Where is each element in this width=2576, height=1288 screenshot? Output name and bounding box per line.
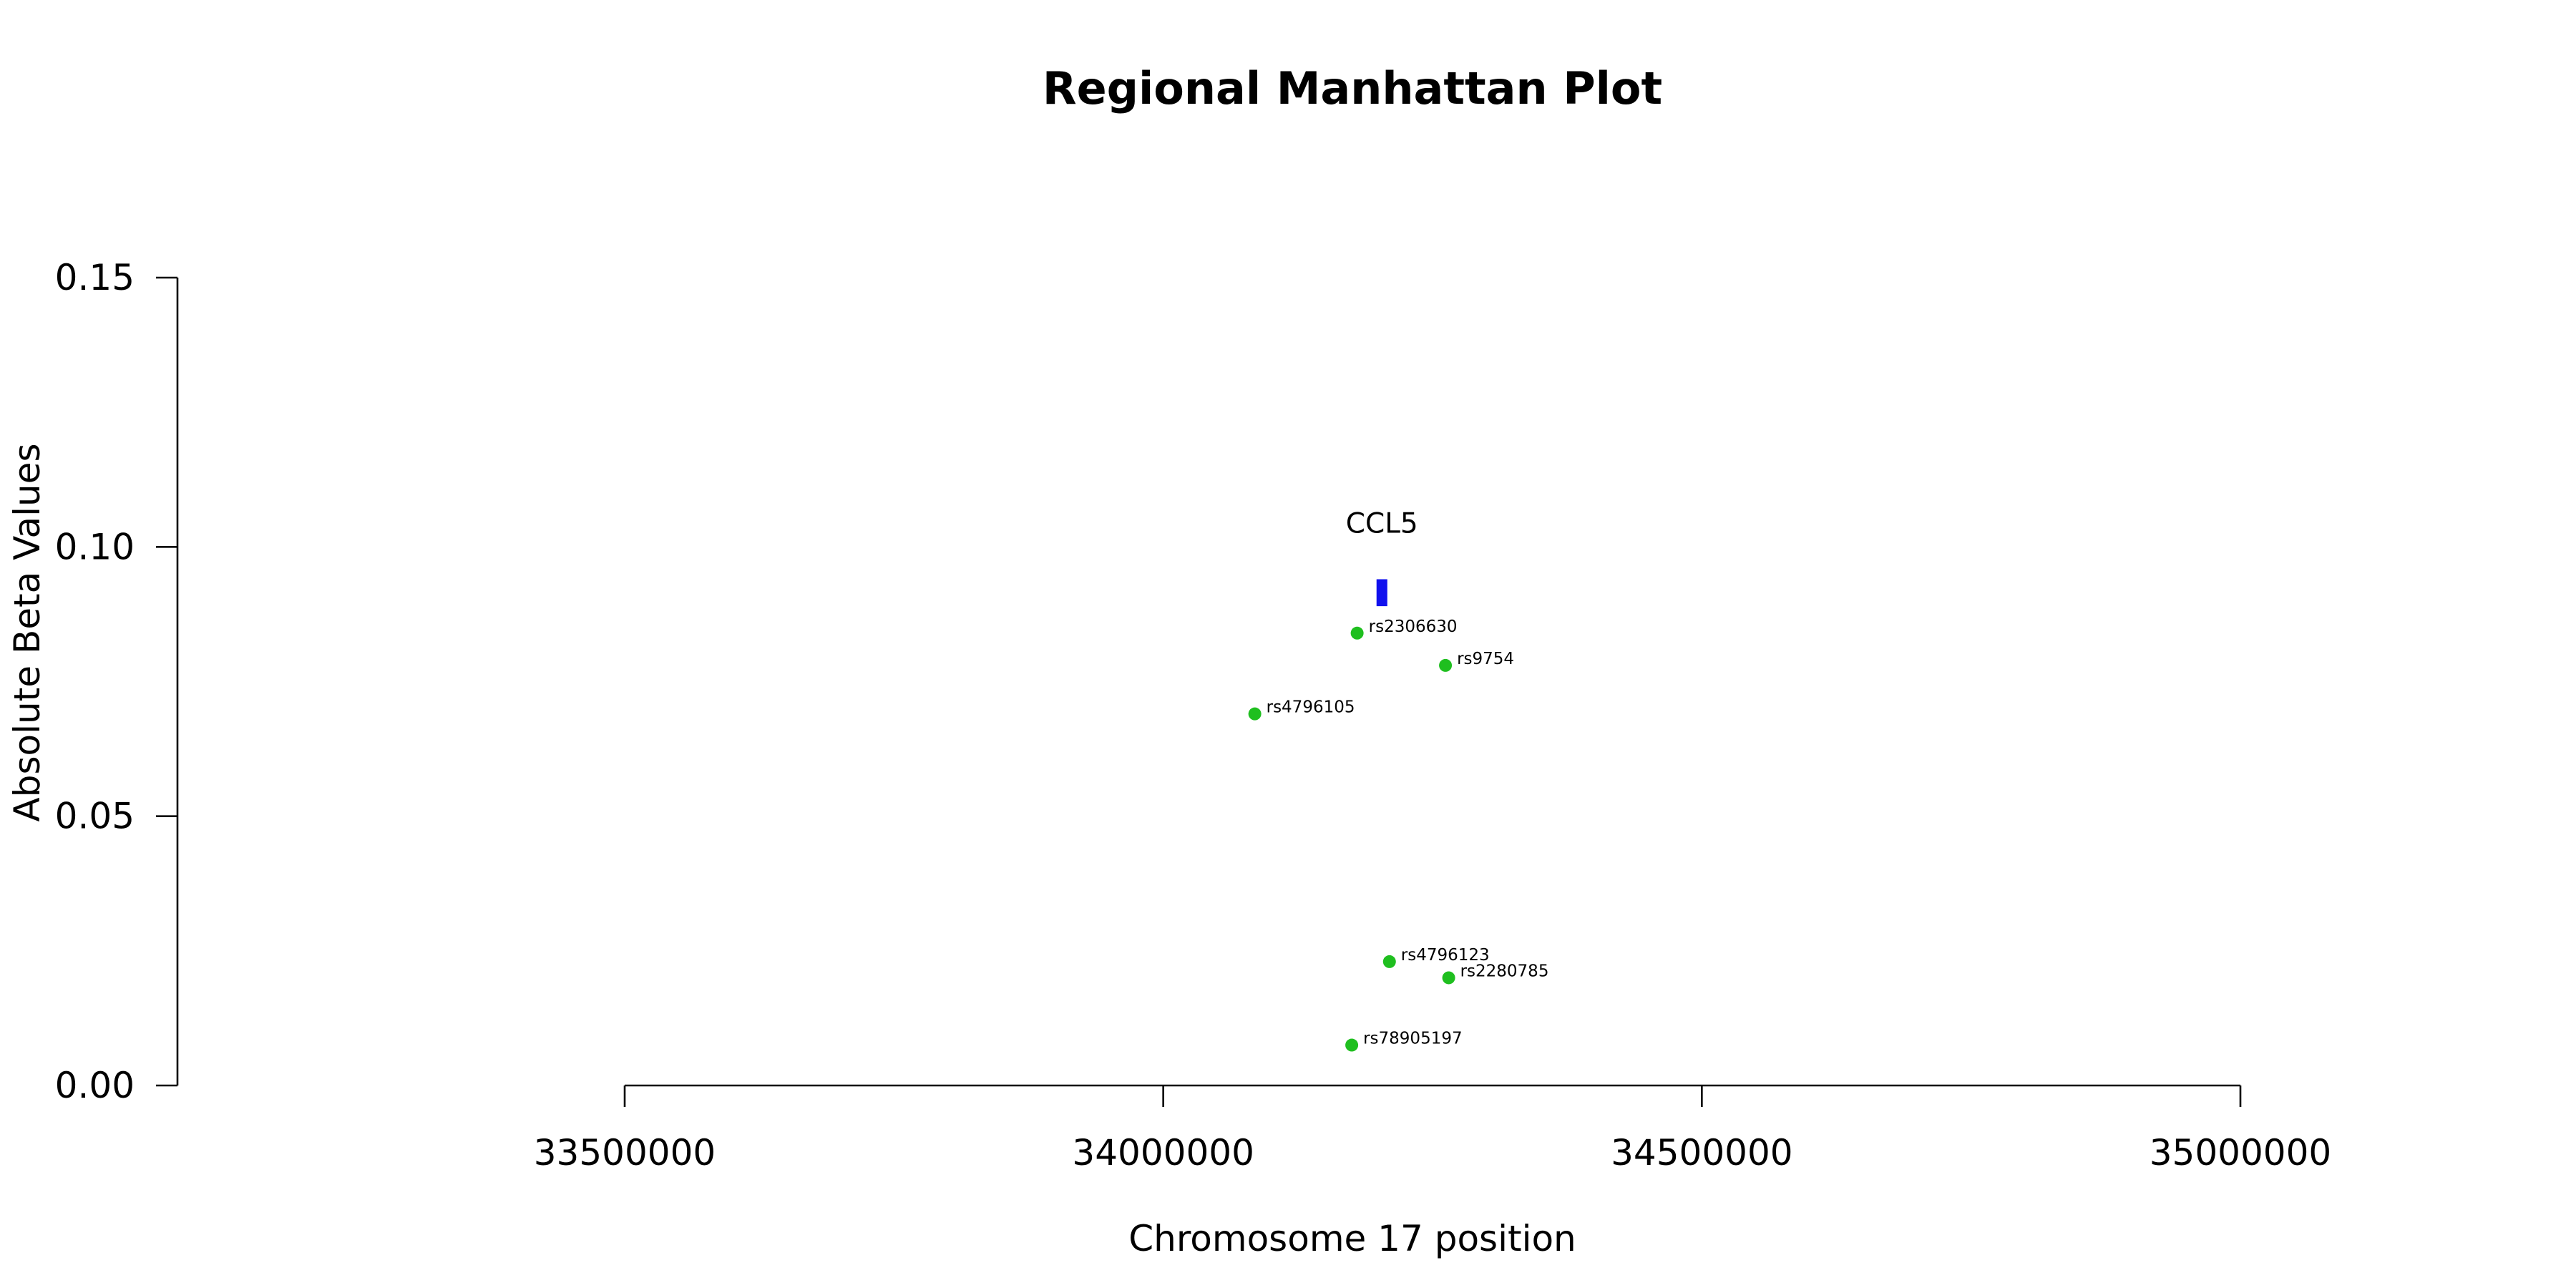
snp-point <box>1442 971 1455 985</box>
snp-point <box>1350 626 1364 640</box>
y-tick-label: 0.10 <box>55 526 135 567</box>
snp-label: rs9754 <box>1457 650 1514 668</box>
snp-point <box>1248 707 1262 721</box>
y-tick-label: 0.00 <box>55 1065 135 1106</box>
y-tick-label: 0.05 <box>55 796 135 837</box>
x-tick-label: 35000000 <box>2150 1132 2332 1174</box>
snp-point <box>1439 658 1453 672</box>
snp-label: rs78905197 <box>1363 1030 1463 1048</box>
snp-label: rs4796123 <box>1401 946 1490 965</box>
x-tick-label: 34000000 <box>1072 1132 1254 1174</box>
x-axis-label: Chromosome 17 position <box>1128 1218 1576 1259</box>
chart-title: Regional Manhattan Plot <box>1043 62 1662 114</box>
x-tick-label: 34500000 <box>1611 1132 1793 1174</box>
gene-track: CCL5 <box>1346 507 1418 607</box>
y-tick-label: 0.15 <box>55 257 135 298</box>
snp-label: rs4796105 <box>1267 698 1355 717</box>
snp-label: rs2280785 <box>1460 962 1549 980</box>
snp-points: rs2306630 rs9754 rs4796105 rs4796123rs22807… <box>1248 618 1549 1052</box>
gene-label: CCL5 <box>1346 507 1418 540</box>
snp-point <box>1345 1038 1359 1052</box>
gene-bar <box>1376 579 1387 607</box>
x-tick-label: 33500000 <box>534 1132 716 1174</box>
x-axis: 33500000 34000000 34500000 35000000 <box>534 1084 2332 1174</box>
snp-label: rs2306630 <box>1369 618 1458 636</box>
y-axis: 0.00 0.05 0.10 0.15 <box>55 257 179 1106</box>
snp-point <box>1382 955 1396 968</box>
y-axis-label: Absolute Beta Values <box>6 444 48 822</box>
